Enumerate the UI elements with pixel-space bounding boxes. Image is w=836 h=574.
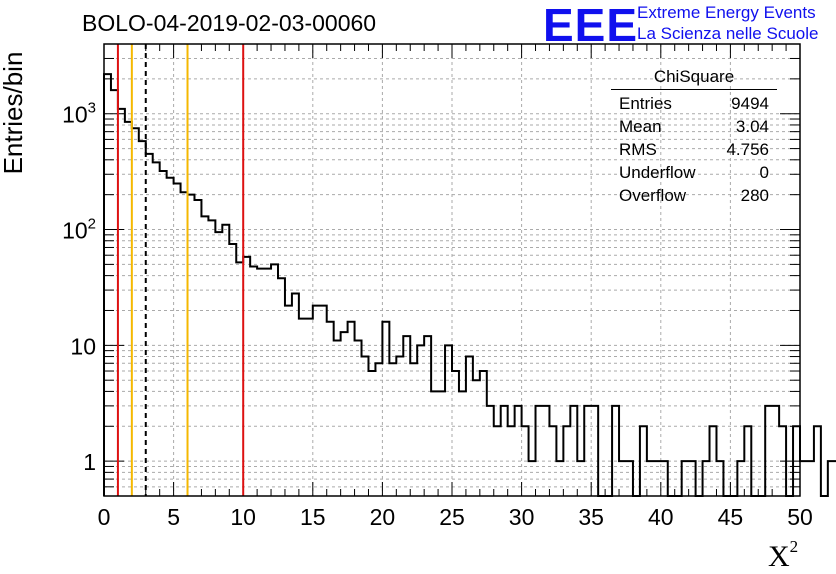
histogram-outline (103, 73, 836, 497)
chart-title: BOLO-04-2019-02-03-00060 (82, 10, 377, 36)
reference-lines (116, 44, 245, 496)
x-axis-label: X2 (768, 537, 798, 574)
stats-label: Mean (619, 117, 662, 136)
x-tick-labels: 0 5 10 15 20 25 30 35 40 45 50 (98, 504, 813, 530)
stats-row-underflow: Underflow 0 (611, 161, 777, 184)
x-tick-label: 0 (98, 504, 111, 530)
y-tick-label: 102 (62, 216, 96, 244)
x-tick-label: 45 (718, 504, 744, 530)
x-axis-label-sup: 2 (789, 537, 799, 556)
logo-subtitle-1: Extreme Energy Events (637, 3, 816, 22)
y-tick-label: 10 (70, 333, 96, 359)
stats-value: 3.04 (735, 117, 769, 136)
stats-value: 0 (759, 163, 769, 182)
x-tick-label: 50 (787, 504, 813, 530)
stats-row-entries: Entries 9494 (611, 92, 777, 115)
stats-label: Underflow (619, 163, 696, 182)
x-tick-label: 15 (300, 504, 326, 530)
stats-title: ChiSquare (611, 67, 777, 90)
grid-lines (104, 44, 800, 496)
y-tick-label: 1 (83, 449, 96, 475)
x-tick-label: 10 (230, 504, 256, 530)
stats-label: Overflow (619, 186, 687, 205)
y-tick-labels: 1 10 102 103 (62, 100, 96, 475)
stats-row-rms: RMS 4.756 (611, 138, 777, 161)
plot-frame (103, 43, 801, 497)
x-tick-label: 5 (167, 504, 180, 530)
x-tick-label: 40 (648, 504, 674, 530)
stats-value: 280 (740, 186, 769, 205)
x-axis-label-base: X (768, 540, 790, 573)
stats-label: Entries (619, 94, 672, 113)
x-tick-label: 25 (439, 504, 465, 530)
stats-row-overflow: Overflow 280 (611, 184, 777, 207)
stats-row-mean: Mean 3.04 (611, 115, 777, 138)
histogram-series (103, 73, 836, 497)
y-axis-label: Entries/bin (0, 51, 28, 175)
x-tick-label: 35 (578, 504, 604, 530)
y-tick-label: 103 (62, 100, 96, 128)
x-tick-label: 30 (509, 504, 535, 530)
stats-label: RMS (619, 140, 657, 159)
eee-logo: EEE (543, 0, 639, 51)
stats-box: ChiSquare Entries 9494 Mean 3.04 RMS 4.756 … (611, 67, 777, 207)
stats-value: 4.756 (726, 140, 769, 159)
stats-value: 9494 (731, 94, 769, 113)
x-tick-label: 20 (370, 504, 396, 530)
logo-subtitle-2: La Scienza nelle Scuole (637, 24, 819, 43)
